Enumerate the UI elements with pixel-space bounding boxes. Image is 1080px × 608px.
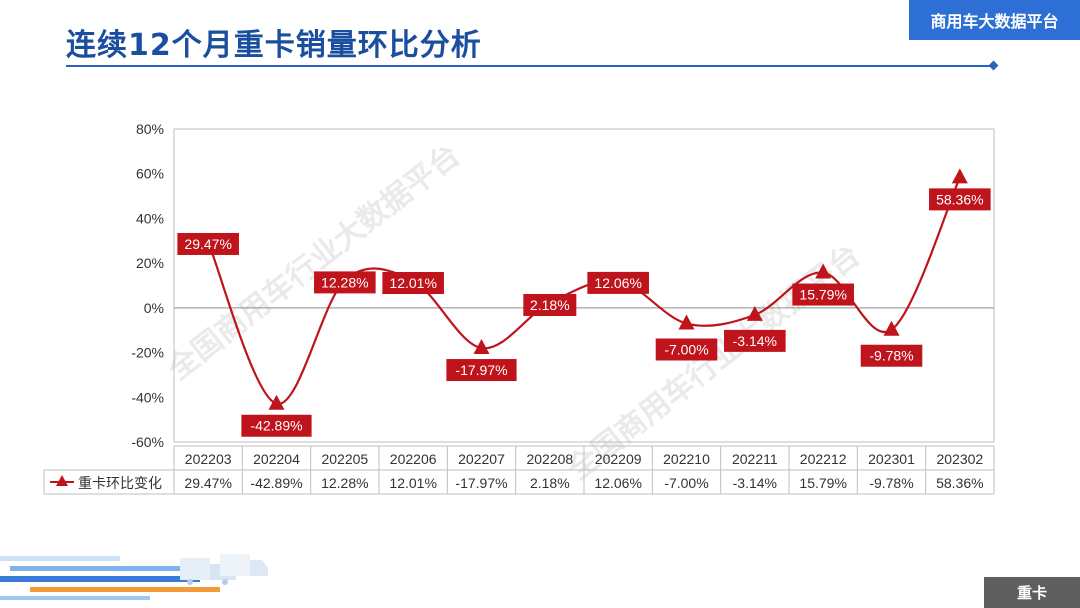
data-label: 12.06% [587,271,649,294]
x-tick-label: 202302 [936,451,983,467]
data-label-box [241,414,312,437]
x-tick-label: 202208 [526,451,573,467]
data-label-box [860,344,923,367]
x-tick-label: 202301 [868,451,915,467]
table-value-cell: 12.28% [321,475,368,491]
data-label-text: -17.97% [455,362,507,378]
data-point-marker [815,263,832,279]
data-label: -9.78% [860,344,923,367]
table-value-cell: -17.97% [455,475,507,491]
data-label-text: -42.89% [250,418,302,434]
data-label-box [382,272,444,295]
data-label-text: 15.79% [799,287,846,303]
data-label: -7.00% [655,338,718,361]
data-point-marker [883,320,900,336]
data-label-box [929,188,991,211]
y-tick-label: 40% [136,210,164,226]
data-point-marker [951,168,968,184]
table-value-cell: 12.06% [594,475,641,491]
x-tick-label: 202203 [185,451,232,467]
truck-decoration [0,554,268,600]
legend-marker [56,475,68,486]
x-tick-label: 202206 [390,451,437,467]
legend-label: 重卡环比变化 [78,476,162,492]
data-point-marker [678,314,695,330]
data-label: 29.47% [177,232,239,255]
data-label-box [655,338,718,361]
y-tick-label: 60% [136,166,164,182]
data-point-marker [473,339,490,355]
data-label-box [523,293,577,316]
x-tick-label: 202207 [458,451,505,467]
y-tick-label: -60% [131,434,164,450]
data-label-box [446,359,517,382]
data-label-box [792,283,854,306]
data-label-box [177,232,239,255]
data-label: -3.14% [724,329,786,352]
table-value-cell: 2.18% [530,475,570,491]
title-underline [66,65,994,67]
watermark-text: 全国商用车行业大数据平台 [161,138,467,388]
data-point-marker [268,394,285,410]
table-value-cell: 58.36% [936,475,983,491]
x-tick-label: 202210 [663,451,710,467]
y-tick-label: -40% [131,389,164,405]
data-label: 15.79% [792,283,854,306]
table-value-cell: 12.01% [389,475,436,491]
data-label-text: 12.06% [594,275,641,291]
category-tag: 重卡 [984,577,1080,608]
brand-badge: 商用车大数据平台 [909,0,1080,40]
page-title: 连续12个月重卡销量环比分析 [66,28,482,63]
y-tick-label: 80% [136,121,164,137]
data-label-box [724,329,786,352]
data-label: -17.97% [446,359,517,382]
x-tick-label: 202212 [800,451,847,467]
table-value-cell: -9.78% [869,475,913,491]
data-label-text: -3.14% [733,333,777,349]
data-label-text: 12.28% [321,274,368,290]
y-tick-label: 0% [144,300,164,316]
data-label-text: -7.00% [664,342,708,358]
data-label: 58.36% [929,188,991,211]
table-value-cell: 15.79% [799,475,846,491]
data-label-box [587,271,649,294]
x-tick-label: 202205 [321,451,368,467]
data-label-text: 12.01% [389,275,436,291]
x-tick-label: 202209 [595,451,642,467]
data-label: 12.28% [314,271,376,294]
x-tick-label: 202204 [253,451,300,467]
data-label: 2.18% [523,293,577,316]
data-label-text: 58.36% [936,191,983,207]
data-label-layer: 29.47% -42.89% 12.28% 12.01% -17.97% 2.18% 12.… [177,188,991,437]
table-value-cell: -7.00% [664,475,708,491]
x-tick-label: 202211 [732,451,778,467]
table-value-cell: -42.89% [250,475,302,491]
data-label: 12.01% [382,272,444,295]
data-table: 202203 29.47% 202204 -42.89% 202205 12.28% 202… [43,445,995,495]
table-value-cell: 29.47% [184,475,231,491]
data-label-text: -9.78% [869,348,913,364]
data-label-text: 2.18% [530,297,570,313]
plot-area-border [173,128,995,443]
y-tick-label: -20% [131,345,164,361]
data-label: -42.89% [241,414,312,437]
data-point-marker [746,305,763,321]
table-value-cell: -3.14% [733,475,777,491]
data-label-box [314,271,376,294]
data-label-text: 29.47% [184,236,231,252]
y-tick-label: 20% [136,255,164,271]
